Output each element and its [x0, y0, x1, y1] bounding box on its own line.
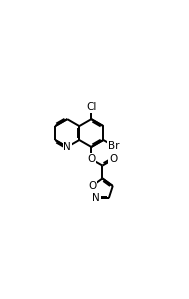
Text: N: N [92, 193, 100, 203]
Text: N: N [63, 142, 71, 152]
Text: O: O [87, 154, 95, 164]
Text: Br: Br [108, 141, 120, 151]
Text: O: O [88, 181, 96, 191]
Text: O: O [109, 155, 117, 164]
Text: Cl: Cl [86, 102, 97, 112]
